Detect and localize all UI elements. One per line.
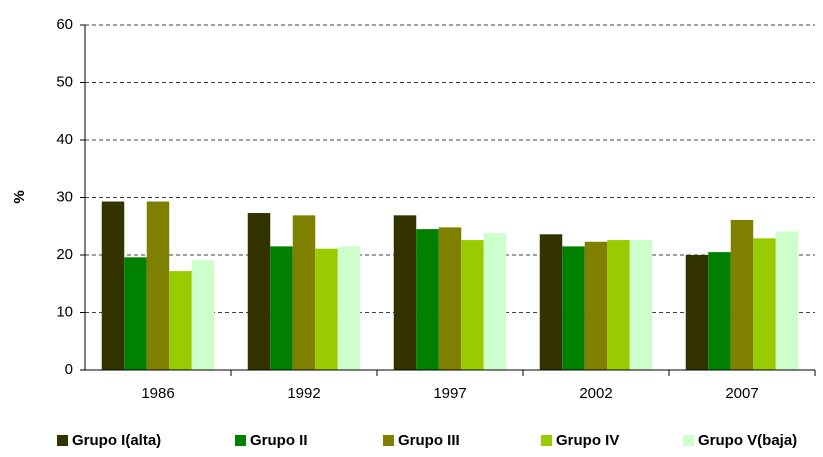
x-tick-label: 1997: [433, 385, 466, 402]
bar: [146, 201, 170, 370]
bar: [315, 248, 338, 370]
bar: [292, 215, 316, 370]
y-tick-label: 30: [56, 188, 73, 205]
bar: [438, 227, 462, 370]
bar: [169, 271, 192, 370]
bar: [247, 213, 271, 370]
bar: [270, 246, 293, 370]
legend-label: Grupo V(baja): [698, 432, 797, 449]
legend-swatch: [235, 435, 246, 446]
bar: [775, 231, 799, 370]
y-tick-label: 10: [56, 303, 73, 320]
x-tick-label: 2002: [579, 385, 612, 402]
bar: [584, 241, 608, 370]
bar: [562, 246, 585, 370]
legend-label: Grupo I(alta): [72, 432, 161, 449]
x-tick-label: 2007: [725, 385, 758, 402]
y-axis-label: %: [11, 190, 28, 203]
y-tick-label: 20: [56, 246, 73, 263]
bar: [730, 219, 754, 370]
y-tick-label: 60: [56, 16, 73, 33]
legend-swatch: [683, 435, 694, 446]
x-tick-label: 1992: [287, 385, 320, 402]
y-tick-label: 40: [56, 131, 73, 148]
bar: [416, 229, 439, 370]
legend-label: Grupo IV: [556, 432, 619, 449]
bar: [191, 260, 215, 370]
bar: [607, 240, 630, 370]
bar: [101, 201, 125, 370]
bar: [629, 240, 653, 370]
bar: [708, 252, 731, 370]
bar: [685, 255, 709, 370]
x-tick-label: 1986: [141, 385, 174, 402]
legend-label: Grupo III: [398, 432, 460, 449]
bar: [124, 257, 147, 370]
legend-swatch: [57, 435, 68, 446]
bar: [483, 233, 507, 370]
bar: [539, 234, 563, 370]
legend-label: Grupo II: [250, 432, 308, 449]
bar: [337, 246, 361, 370]
bar: [461, 240, 484, 370]
bar: [753, 238, 776, 370]
legend-swatch: [541, 435, 552, 446]
y-tick-label: 50: [56, 73, 73, 90]
legend-swatch: [383, 435, 394, 446]
y-tick-label: 0: [65, 361, 73, 378]
bar: [393, 215, 417, 370]
